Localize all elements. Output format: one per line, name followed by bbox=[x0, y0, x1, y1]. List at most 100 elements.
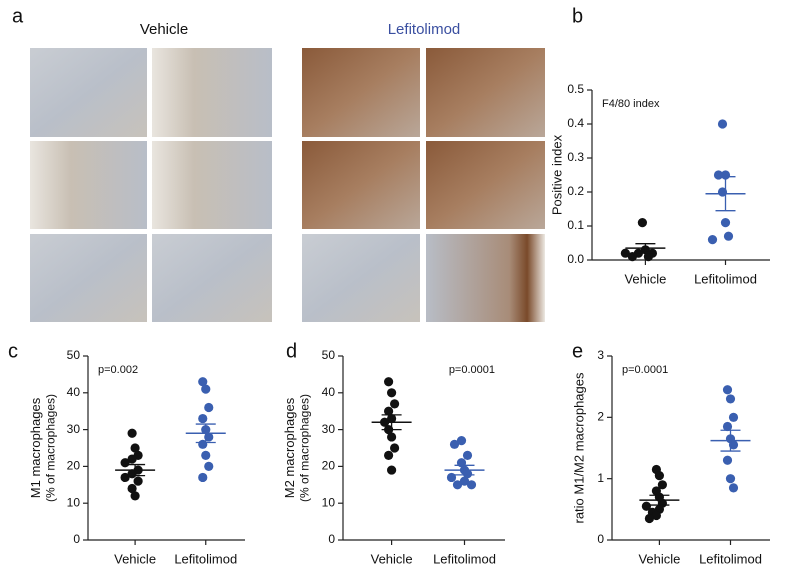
data-point bbox=[133, 476, 143, 486]
data-point bbox=[387, 388, 397, 398]
data-point bbox=[644, 513, 655, 524]
panel-label: a bbox=[12, 5, 24, 27]
y-tick-label: 20 bbox=[322, 459, 336, 473]
data-point bbox=[387, 432, 397, 442]
y-axis-label: (% of macrophages) bbox=[44, 394, 58, 502]
micrograph bbox=[30, 48, 147, 137]
y-tick-label: 50 bbox=[67, 348, 81, 362]
panel-label: e bbox=[572, 340, 583, 362]
data-point bbox=[204, 402, 214, 413]
data-point bbox=[127, 428, 137, 438]
y-axis-label: M1 macrophages bbox=[28, 397, 43, 498]
y-tick-label: 10 bbox=[322, 495, 336, 509]
group-heading: Vehicle bbox=[140, 21, 188, 38]
micrograph bbox=[30, 141, 147, 229]
data-point bbox=[384, 406, 394, 416]
y-axis-label: (% of macrophages) bbox=[298, 394, 312, 502]
data-point bbox=[707, 235, 718, 245]
data-point bbox=[390, 399, 400, 409]
y-tick-label: 0.2 bbox=[567, 184, 584, 198]
x-tick-label: Vehicle bbox=[371, 551, 413, 566]
annotation: F4/80 index bbox=[602, 98, 660, 110]
data-point bbox=[657, 480, 668, 490]
data-point bbox=[643, 252, 654, 262]
data-point bbox=[384, 450, 394, 460]
data-point bbox=[722, 421, 733, 432]
x-tick-label: Lefitolimod bbox=[433, 551, 496, 566]
data-point bbox=[723, 231, 734, 241]
x-tick-label: Vehicle bbox=[638, 551, 680, 566]
data-point bbox=[449, 439, 460, 449]
data-point bbox=[204, 432, 214, 442]
micrograph bbox=[152, 234, 272, 322]
micrograph bbox=[426, 141, 545, 229]
micrograph bbox=[426, 48, 545, 137]
y-tick-label: 0.5 bbox=[567, 82, 584, 96]
y-tick-label: 40 bbox=[67, 385, 81, 399]
annotation: p=0.0001 bbox=[622, 364, 668, 376]
y-axis-label: Positive index bbox=[549, 134, 564, 215]
data-point bbox=[722, 455, 733, 465]
y-tick-label: 2 bbox=[597, 410, 604, 424]
data-point bbox=[446, 472, 457, 483]
data-point bbox=[459, 476, 470, 486]
micrograph bbox=[302, 141, 420, 229]
y-tick-label: 0 bbox=[73, 532, 80, 546]
data-point bbox=[720, 218, 731, 228]
data-point bbox=[713, 170, 724, 180]
data-point bbox=[456, 436, 467, 446]
data-point bbox=[127, 483, 137, 494]
y-tick-label: 3 bbox=[597, 348, 604, 362]
data-point bbox=[641, 501, 652, 511]
y-tick-label: 30 bbox=[67, 422, 81, 436]
data-point bbox=[725, 394, 736, 404]
x-tick-label: Lefitolimod bbox=[699, 551, 762, 566]
data-point bbox=[637, 218, 648, 228]
data-point bbox=[198, 413, 208, 424]
data-point bbox=[651, 510, 662, 521]
y-tick-label: 20 bbox=[67, 459, 81, 473]
data-point bbox=[120, 458, 130, 468]
data-point bbox=[722, 385, 733, 395]
micrograph bbox=[152, 48, 272, 137]
y-tick-label: 10 bbox=[67, 495, 81, 509]
data-point bbox=[387, 465, 397, 475]
data-point bbox=[201, 384, 211, 394]
data-point bbox=[120, 472, 130, 483]
micrograph bbox=[152, 141, 272, 229]
x-tick-label: Vehicle bbox=[114, 551, 156, 566]
y-tick-label: 0.1 bbox=[567, 218, 584, 232]
y-tick-label: 50 bbox=[322, 348, 336, 362]
annotation: p=0.0001 bbox=[449, 364, 495, 376]
data-point bbox=[654, 471, 665, 481]
y-tick-label: 30 bbox=[322, 422, 336, 436]
panel-a-images bbox=[30, 48, 545, 322]
data-point bbox=[198, 472, 208, 483]
micrograph bbox=[426, 234, 545, 322]
y-axis-label: M2 macrophages bbox=[282, 397, 297, 498]
micrograph bbox=[30, 234, 147, 322]
data-point bbox=[204, 461, 214, 471]
data-point bbox=[620, 248, 631, 258]
data-point bbox=[725, 474, 736, 484]
y-tick-label: 0 bbox=[328, 532, 335, 546]
data-point bbox=[627, 252, 638, 262]
data-point bbox=[728, 440, 739, 450]
y-tick-label: 40 bbox=[322, 385, 336, 399]
x-tick-label: Vehicle bbox=[624, 271, 666, 286]
data-point bbox=[198, 377, 208, 387]
y-axis-label: ratio M1/M2 macrophages bbox=[571, 372, 586, 524]
data-point bbox=[130, 443, 140, 453]
annotation: p=0.002 bbox=[98, 364, 138, 376]
data-point bbox=[384, 377, 394, 387]
panel-label: d bbox=[286, 340, 297, 362]
data-point bbox=[728, 412, 739, 422]
data-point bbox=[717, 119, 728, 129]
data-point bbox=[462, 450, 473, 460]
y-tick-label: 1 bbox=[597, 471, 604, 485]
data-point bbox=[452, 480, 463, 490]
group-heading: Lefitolimod bbox=[388, 21, 461, 38]
y-tick-label: 0.4 bbox=[567, 116, 584, 130]
y-tick-label: 0 bbox=[597, 532, 604, 546]
